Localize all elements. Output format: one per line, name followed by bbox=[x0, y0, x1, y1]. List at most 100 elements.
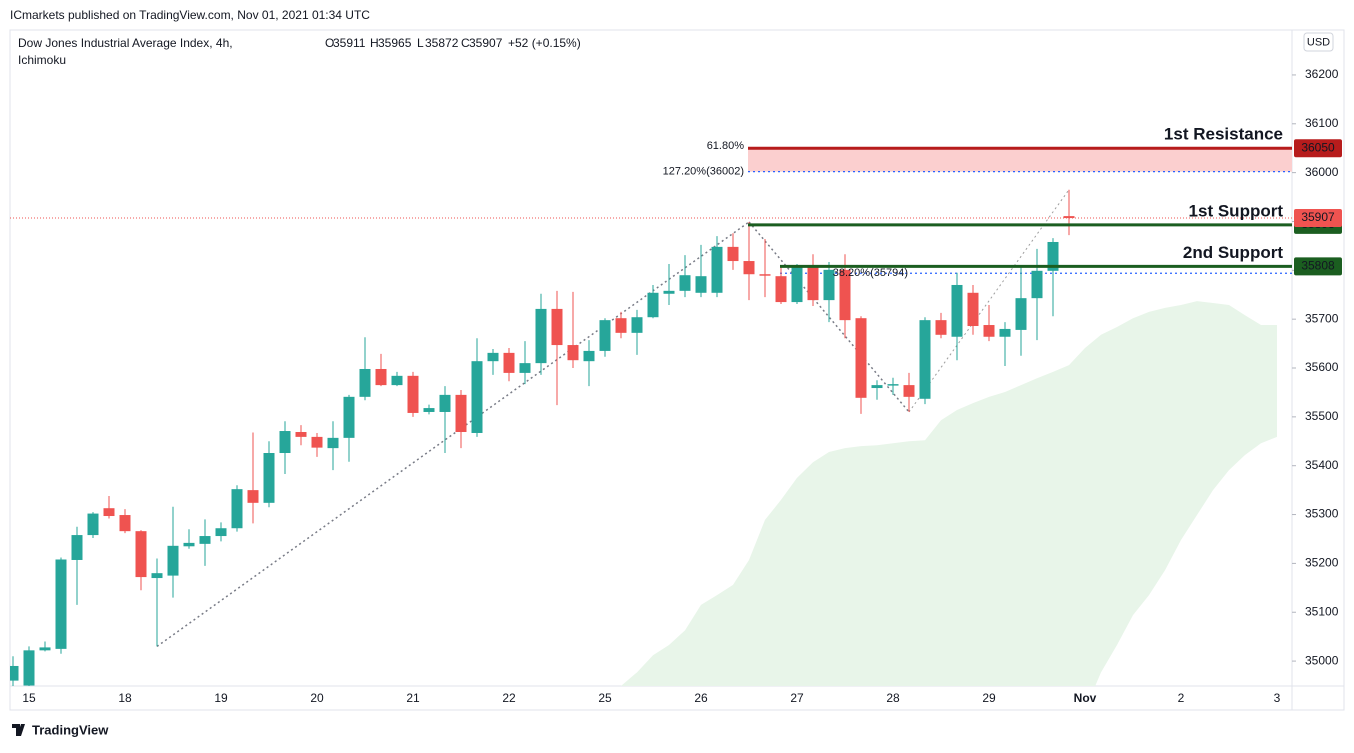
candle-body bbox=[87, 513, 99, 536]
candle-body bbox=[247, 490, 259, 503]
ohlc-value: 35965 bbox=[378, 36, 412, 50]
level-price-box bbox=[1294, 139, 1342, 158]
candle-body bbox=[343, 396, 355, 438]
candle-body bbox=[471, 361, 483, 433]
level-label: 1st Support bbox=[1189, 201, 1284, 220]
candle-body bbox=[279, 431, 291, 454]
candle-body bbox=[215, 528, 227, 537]
chart-frame bbox=[9, 29, 1345, 711]
candle-body bbox=[487, 352, 499, 362]
x-tick-label: 3 bbox=[1274, 691, 1281, 705]
axes: 35000 35100 35200 35300 35400 35500 35600 35700… bbox=[22, 67, 1342, 705]
candle-body bbox=[999, 328, 1011, 337]
brand-logo bbox=[12, 724, 25, 736]
x-tick-label: 18 bbox=[118, 691, 132, 705]
candle-body bbox=[871, 385, 883, 389]
fib-label: 38.20%(35794) bbox=[833, 267, 908, 279]
candle-body bbox=[951, 284, 963, 337]
candle-body bbox=[983, 325, 995, 337]
ohlc-letter: L bbox=[417, 36, 424, 50]
candle-body bbox=[775, 276, 787, 303]
candle-body bbox=[39, 647, 51, 651]
y-tick-label: 35300 bbox=[1305, 507, 1339, 521]
candle-body bbox=[583, 350, 595, 362]
candle-body bbox=[759, 274, 771, 276]
candle-body bbox=[407, 375, 419, 413]
ohlc-letter: C bbox=[461, 36, 470, 50]
candle-body bbox=[535, 308, 547, 364]
candle-body bbox=[663, 290, 675, 294]
candle-body bbox=[935, 320, 947, 335]
candle-body bbox=[903, 385, 915, 397]
y-tick-label: 35500 bbox=[1305, 409, 1339, 423]
candle-body bbox=[823, 269, 835, 301]
candle-body bbox=[791, 265, 803, 303]
fib-label: 61.80% bbox=[707, 140, 745, 152]
candle-body bbox=[183, 542, 195, 547]
y-tick-label: 35600 bbox=[1305, 360, 1339, 374]
x-tick-label: 15 bbox=[22, 691, 36, 705]
candle-body bbox=[727, 246, 739, 262]
candle-body bbox=[503, 352, 515, 373]
candle-body bbox=[551, 308, 563, 346]
candle-body bbox=[1015, 298, 1027, 330]
candle-body bbox=[327, 437, 339, 449]
candle-body bbox=[135, 531, 147, 578]
candle-body bbox=[807, 265, 819, 301]
x-tick-label: 27 bbox=[790, 691, 804, 705]
last-price-label: 35907 bbox=[1301, 210, 1335, 224]
trend-line bbox=[908, 189, 1070, 413]
candle-body bbox=[375, 368, 387, 386]
x-tick-label: 22 bbox=[502, 691, 516, 705]
x-tick-label: 2 bbox=[1178, 691, 1185, 705]
candle-body bbox=[391, 375, 403, 386]
chart-title: Dow Jones Industrial Average Index, 4h, bbox=[18, 36, 233, 50]
candle-body bbox=[855, 318, 867, 398]
trend-line bbox=[156, 221, 750, 648]
candle-body bbox=[839, 269, 851, 321]
ohlc-letter: O bbox=[325, 36, 334, 50]
level-label: 2nd Support bbox=[1183, 243, 1283, 262]
candle-body bbox=[967, 292, 979, 327]
candle-body bbox=[103, 508, 115, 517]
ohlc-value: 35872 bbox=[425, 36, 459, 50]
ohlc-change: +52 (+0.15%) bbox=[508, 36, 581, 50]
ohlc-value: 35911 bbox=[333, 36, 366, 50]
x-tick-label: 29 bbox=[982, 691, 996, 705]
x-tick-label: 28 bbox=[886, 691, 900, 705]
level-price-label: 36050 bbox=[1301, 140, 1335, 154]
y-tick-label: 35700 bbox=[1305, 311, 1339, 325]
plot-area bbox=[10, 146, 1292, 686]
level-label: 1st Resistance bbox=[1164, 125, 1283, 144]
candle-body bbox=[151, 573, 163, 579]
currency-button[interactable] bbox=[1303, 32, 1334, 52]
indicator-name: Ichimoku bbox=[18, 53, 66, 67]
x-tick-label: Nov bbox=[1074, 691, 1097, 705]
candle-body bbox=[631, 317, 643, 333]
candle-body bbox=[1063, 216, 1075, 219]
y-tick-label: 36000 bbox=[1305, 165, 1339, 179]
y-tick-label: 35100 bbox=[1305, 604, 1339, 618]
candle-body bbox=[1031, 270, 1043, 299]
candle-body bbox=[599, 320, 611, 351]
trend-line bbox=[748, 221, 910, 413]
candle-body bbox=[647, 292, 659, 318]
candle-body bbox=[167, 545, 179, 576]
candle-body bbox=[263, 453, 275, 503]
candle-body bbox=[295, 432, 307, 437]
y-tick-label: 36100 bbox=[1305, 116, 1339, 130]
candle-body bbox=[679, 275, 691, 291]
candle-body bbox=[423, 408, 435, 412]
y-tick-label: 35200 bbox=[1305, 556, 1339, 570]
y-tick-label: 36200 bbox=[1305, 67, 1339, 81]
candle-body bbox=[695, 276, 707, 293]
x-tick-label: 19 bbox=[214, 691, 228, 705]
x-tick-label: 20 bbox=[310, 691, 324, 705]
y-tick-label: 35000 bbox=[1305, 653, 1339, 667]
currency[interactable]: USD bbox=[1307, 36, 1330, 48]
brand: TradingView bbox=[32, 722, 109, 737]
x-tick-label: 21 bbox=[406, 691, 420, 705]
ohlc-value: 35907 bbox=[469, 36, 503, 50]
